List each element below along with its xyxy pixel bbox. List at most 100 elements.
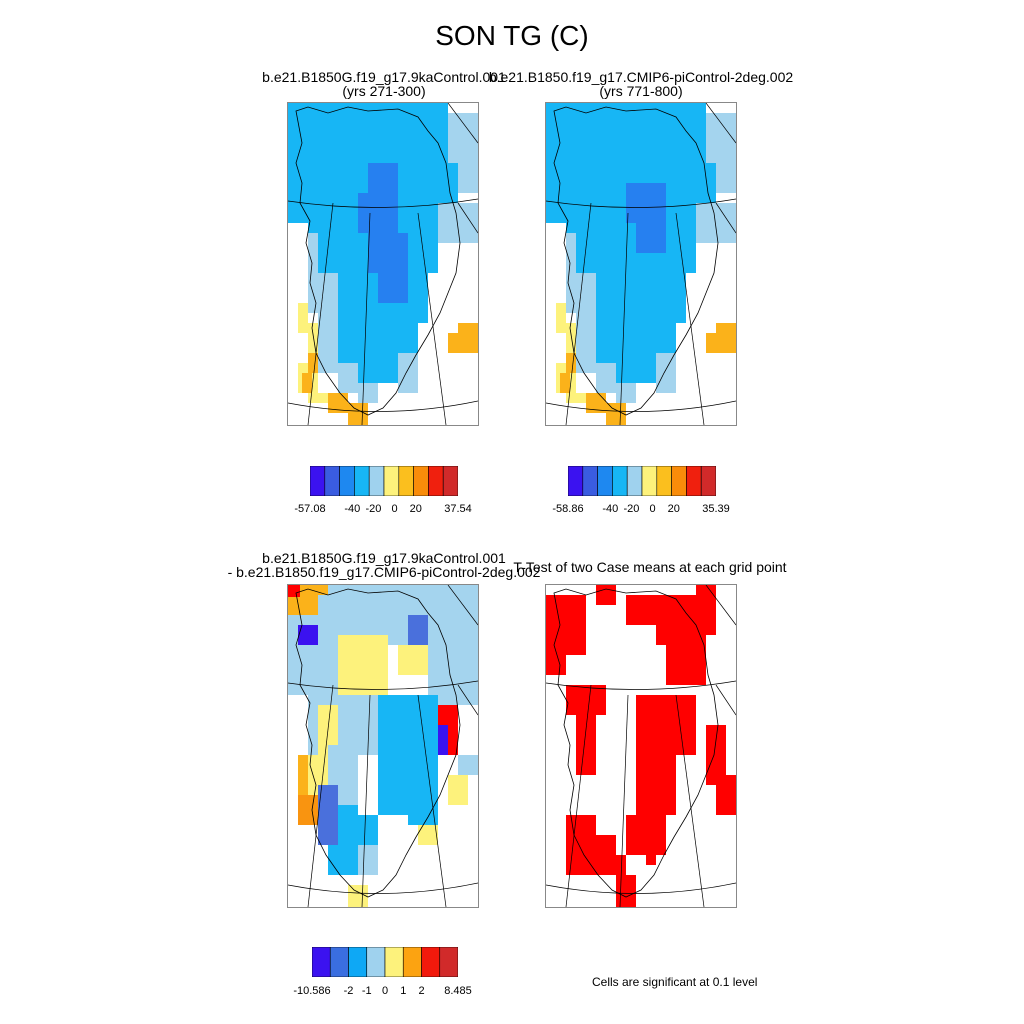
colorbar-swatch <box>671 465 687 497</box>
grid-cells <box>546 103 736 425</box>
colorbar-tick-label: -20 <box>365 503 382 515</box>
grid-cell <box>596 585 616 605</box>
grid-cell <box>556 303 566 333</box>
grid-cell <box>328 845 358 875</box>
graticule <box>288 585 478 907</box>
grid-cell <box>308 323 318 363</box>
colorbar-swatch <box>700 465 717 497</box>
grid-cell <box>546 595 586 625</box>
colorbar-tick-label: -57.08 <box>294 503 326 515</box>
colorbar-swatch <box>329 946 349 978</box>
grid-cell <box>358 193 398 233</box>
colorbar-swatch <box>582 465 598 497</box>
panel1-title-line2: (yrs 271-300) <box>342 83 426 99</box>
longitude-line <box>361 694 371 907</box>
longitude-line <box>457 684 478 716</box>
graticule <box>288 103 478 425</box>
grid-cell <box>656 625 706 645</box>
grid-cell <box>438 203 478 243</box>
grid-cell <box>348 363 398 383</box>
grid-cell <box>566 323 576 363</box>
grid-cell <box>576 273 596 373</box>
grid-cell <box>328 393 348 413</box>
grid-cell <box>706 333 716 353</box>
grid-cell <box>398 353 418 393</box>
grid-cell <box>348 885 368 907</box>
colorbar-case1 <box>309 465 459 497</box>
longitude-line <box>447 585 478 626</box>
panel2-title-line1: b.e21.B1850.f19_g17.CMIP6-piControl-2deg… <box>488 69 794 85</box>
grid-cell <box>546 625 566 675</box>
panel3-title-line2: - b.e21.B1850.f19_g17.CMIP6-piControl-2d… <box>227 564 541 580</box>
grid-cell <box>418 825 438 845</box>
longitude-line <box>417 694 447 907</box>
grid-cell <box>288 203 308 223</box>
latitude-line <box>288 400 478 412</box>
grid-cell <box>586 273 686 323</box>
colorbar-swatch <box>641 465 658 497</box>
map-panel-case2 <box>545 102 737 426</box>
grid-cell <box>302 373 312 393</box>
colorbar-case2-swatches <box>567 465 717 497</box>
grid-cell <box>606 855 626 875</box>
colorbar-tick-label: -40 <box>602 503 619 515</box>
grid-cell <box>546 103 706 113</box>
grid-cell <box>716 163 736 193</box>
grid-cell <box>348 815 378 845</box>
colorbar-swatch <box>686 465 702 497</box>
grid-cell <box>458 163 478 193</box>
longitude-line <box>361 212 371 425</box>
grid-cell <box>566 393 586 403</box>
grid-cell <box>576 715 596 775</box>
latitude-line <box>288 198 478 208</box>
colorbar-swatch <box>366 946 386 978</box>
colorbar-swatch <box>612 465 628 497</box>
colorbar-tick-label: -10.586 <box>293 985 331 997</box>
grid-cell <box>308 393 328 403</box>
colorbar-swatch <box>626 465 643 497</box>
grid-cell <box>560 373 570 393</box>
grid-cell <box>408 785 438 825</box>
grid-cells <box>288 103 478 425</box>
grid-cell <box>398 645 428 675</box>
longitude-line <box>705 585 736 626</box>
longitude-line <box>715 684 736 716</box>
colorbar-swatch <box>348 946 368 978</box>
longitude-line <box>307 684 334 907</box>
grid-cell <box>606 363 656 383</box>
grid-cell <box>288 585 300 597</box>
panel1-title: b.e21.B1850G.f19_g17.9kaControl.001 (yrs… <box>262 70 506 98</box>
grid-cell <box>288 103 448 113</box>
longitude-line <box>307 202 334 425</box>
colorbar-case2-labels: -58.86 -40 -20 0 20 35.39 <box>552 503 729 517</box>
map-difference-svg <box>288 585 478 907</box>
grid-cell <box>298 303 308 333</box>
map-panel-difference <box>287 584 479 908</box>
colorbar-difference-swatches <box>311 946 459 978</box>
grid-cell <box>686 645 706 685</box>
grid-cell <box>338 635 388 705</box>
longitude-line <box>447 103 478 144</box>
map-panel-case1 <box>287 102 479 426</box>
colorbar-tick-label: -1 <box>361 985 372 997</box>
colorbar-swatch <box>656 465 672 497</box>
grid-cell <box>358 845 378 875</box>
grid-cell <box>716 775 736 815</box>
grid-cell <box>448 333 458 353</box>
colorbar-case2 <box>567 465 717 497</box>
grid-cell <box>368 163 398 193</box>
latitude-line <box>546 400 736 412</box>
colorbar-swatch <box>442 465 459 497</box>
colorbar-swatch <box>428 465 444 497</box>
colorbar-swatch <box>339 465 355 497</box>
grid-cell <box>438 725 448 755</box>
grid-cell <box>696 203 736 243</box>
grid-cell <box>458 323 478 353</box>
latitude-line <box>288 882 478 894</box>
latitude-line <box>288 680 478 690</box>
grid-cell <box>636 755 676 815</box>
grid-cell <box>596 363 616 393</box>
grid-cell <box>448 113 478 163</box>
grid-cells <box>288 585 478 907</box>
map-panel-ttest <box>545 584 737 908</box>
